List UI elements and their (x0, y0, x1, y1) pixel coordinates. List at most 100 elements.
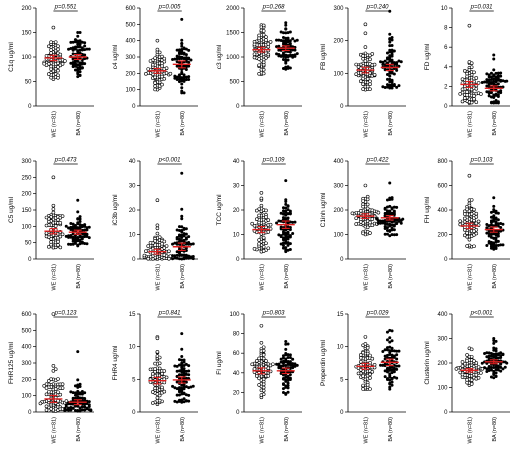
data-point (51, 210, 56, 215)
data-point (365, 383, 370, 387)
data-point (385, 232, 389, 236)
panel-8: 0 10 20 30 40 TCC ug/ml p=0.109 WE (n=81) BA (n=… (216, 158, 302, 291)
data-point (385, 346, 389, 350)
data-point (499, 355, 503, 359)
data-point (499, 74, 503, 78)
data-point (257, 383, 261, 387)
data-point (399, 221, 403, 225)
data-point (153, 239, 157, 243)
data-point (395, 357, 399, 361)
y-axis-label: FHR125 ug/ml (8, 341, 15, 383)
p-value-label: p=0.031 (470, 5, 493, 11)
data-point (73, 40, 77, 44)
data-point (288, 50, 292, 54)
data-point (358, 356, 363, 360)
data-point (180, 207, 184, 211)
data-point (390, 36, 394, 40)
x-category-label: WE (n=81) (259, 264, 265, 291)
y-tick-label: 0 (236, 104, 240, 110)
y-tick-label: 100 (333, 233, 344, 239)
data-point (281, 376, 285, 380)
data-point (489, 95, 493, 99)
data-point (44, 392, 49, 397)
data-point (363, 22, 368, 27)
data-point (284, 65, 288, 69)
data-point (160, 74, 164, 79)
data-point (83, 408, 87, 412)
data-point (187, 78, 191, 81)
data-point (395, 353, 399, 357)
data-point (286, 248, 290, 252)
data-point (191, 384, 195, 388)
data-point (462, 212, 467, 216)
data-point (277, 44, 281, 48)
data-point (69, 233, 73, 237)
data-point (496, 239, 500, 243)
data-point (492, 77, 496, 81)
data-point (284, 353, 288, 357)
data-point (487, 94, 491, 98)
data-point (385, 219, 389, 223)
data-point (177, 48, 181, 52)
x-category-label: BA (n=80) (180, 417, 186, 442)
y-axis-label: TCC ug/ml (216, 194, 223, 226)
data-point (489, 354, 493, 358)
data-point (492, 369, 496, 373)
panel-1: 0 50 100 150 200 C1q ug/ml p=0.551 WE (n=81) BA … (8, 5, 94, 137)
data-point (503, 365, 507, 369)
data-point (390, 206, 394, 210)
data-point (83, 402, 87, 406)
data-point (492, 53, 496, 57)
data-point (180, 17, 184, 21)
data-point (73, 391, 77, 395)
data-point (291, 37, 295, 41)
data-point (395, 222, 399, 226)
y-tick-label: 200 (125, 71, 136, 77)
data-point (281, 230, 285, 234)
x-category-label: WE (n=81) (51, 264, 57, 291)
data-point (492, 100, 496, 104)
data-point (388, 222, 392, 226)
data-point (83, 398, 87, 402)
data-point (184, 227, 188, 231)
data-point (76, 221, 80, 225)
data-point (365, 77, 370, 81)
data-point (496, 356, 500, 360)
data-point (501, 243, 505, 247)
y-tick-label: 4 (444, 65, 448, 71)
data-point (261, 249, 266, 253)
y-tick-label: 600 (21, 312, 32, 318)
data-point (476, 376, 481, 380)
data-point (189, 242, 193, 246)
data-point (284, 359, 288, 363)
data-point (281, 232, 285, 236)
data-point (365, 346, 370, 350)
data-point (67, 234, 71, 238)
data-point (390, 339, 394, 343)
data-point (279, 364, 283, 368)
data-point (388, 48, 392, 52)
data-point (284, 391, 288, 395)
data-point (281, 246, 285, 250)
data-point (489, 240, 493, 244)
data-point (180, 44, 184, 48)
data-point (284, 231, 288, 235)
y-axis-label: C5 ug/ml (8, 196, 15, 223)
y-tick-label: 0 (28, 104, 32, 110)
data-point (487, 82, 491, 86)
data-point (487, 356, 491, 360)
data-point (385, 367, 389, 371)
data-point (281, 55, 285, 59)
data-point (492, 214, 496, 218)
data-point (153, 81, 157, 85)
data-point (363, 342, 368, 346)
y-tick-label: 500 (21, 328, 32, 334)
data-point (85, 228, 89, 232)
data-point (492, 196, 496, 200)
data-point (80, 389, 84, 393)
data-point (187, 48, 191, 52)
data-point (264, 35, 268, 39)
data-point (182, 51, 186, 55)
data-point (53, 387, 58, 391)
y-tick-label: 100 (21, 55, 32, 61)
